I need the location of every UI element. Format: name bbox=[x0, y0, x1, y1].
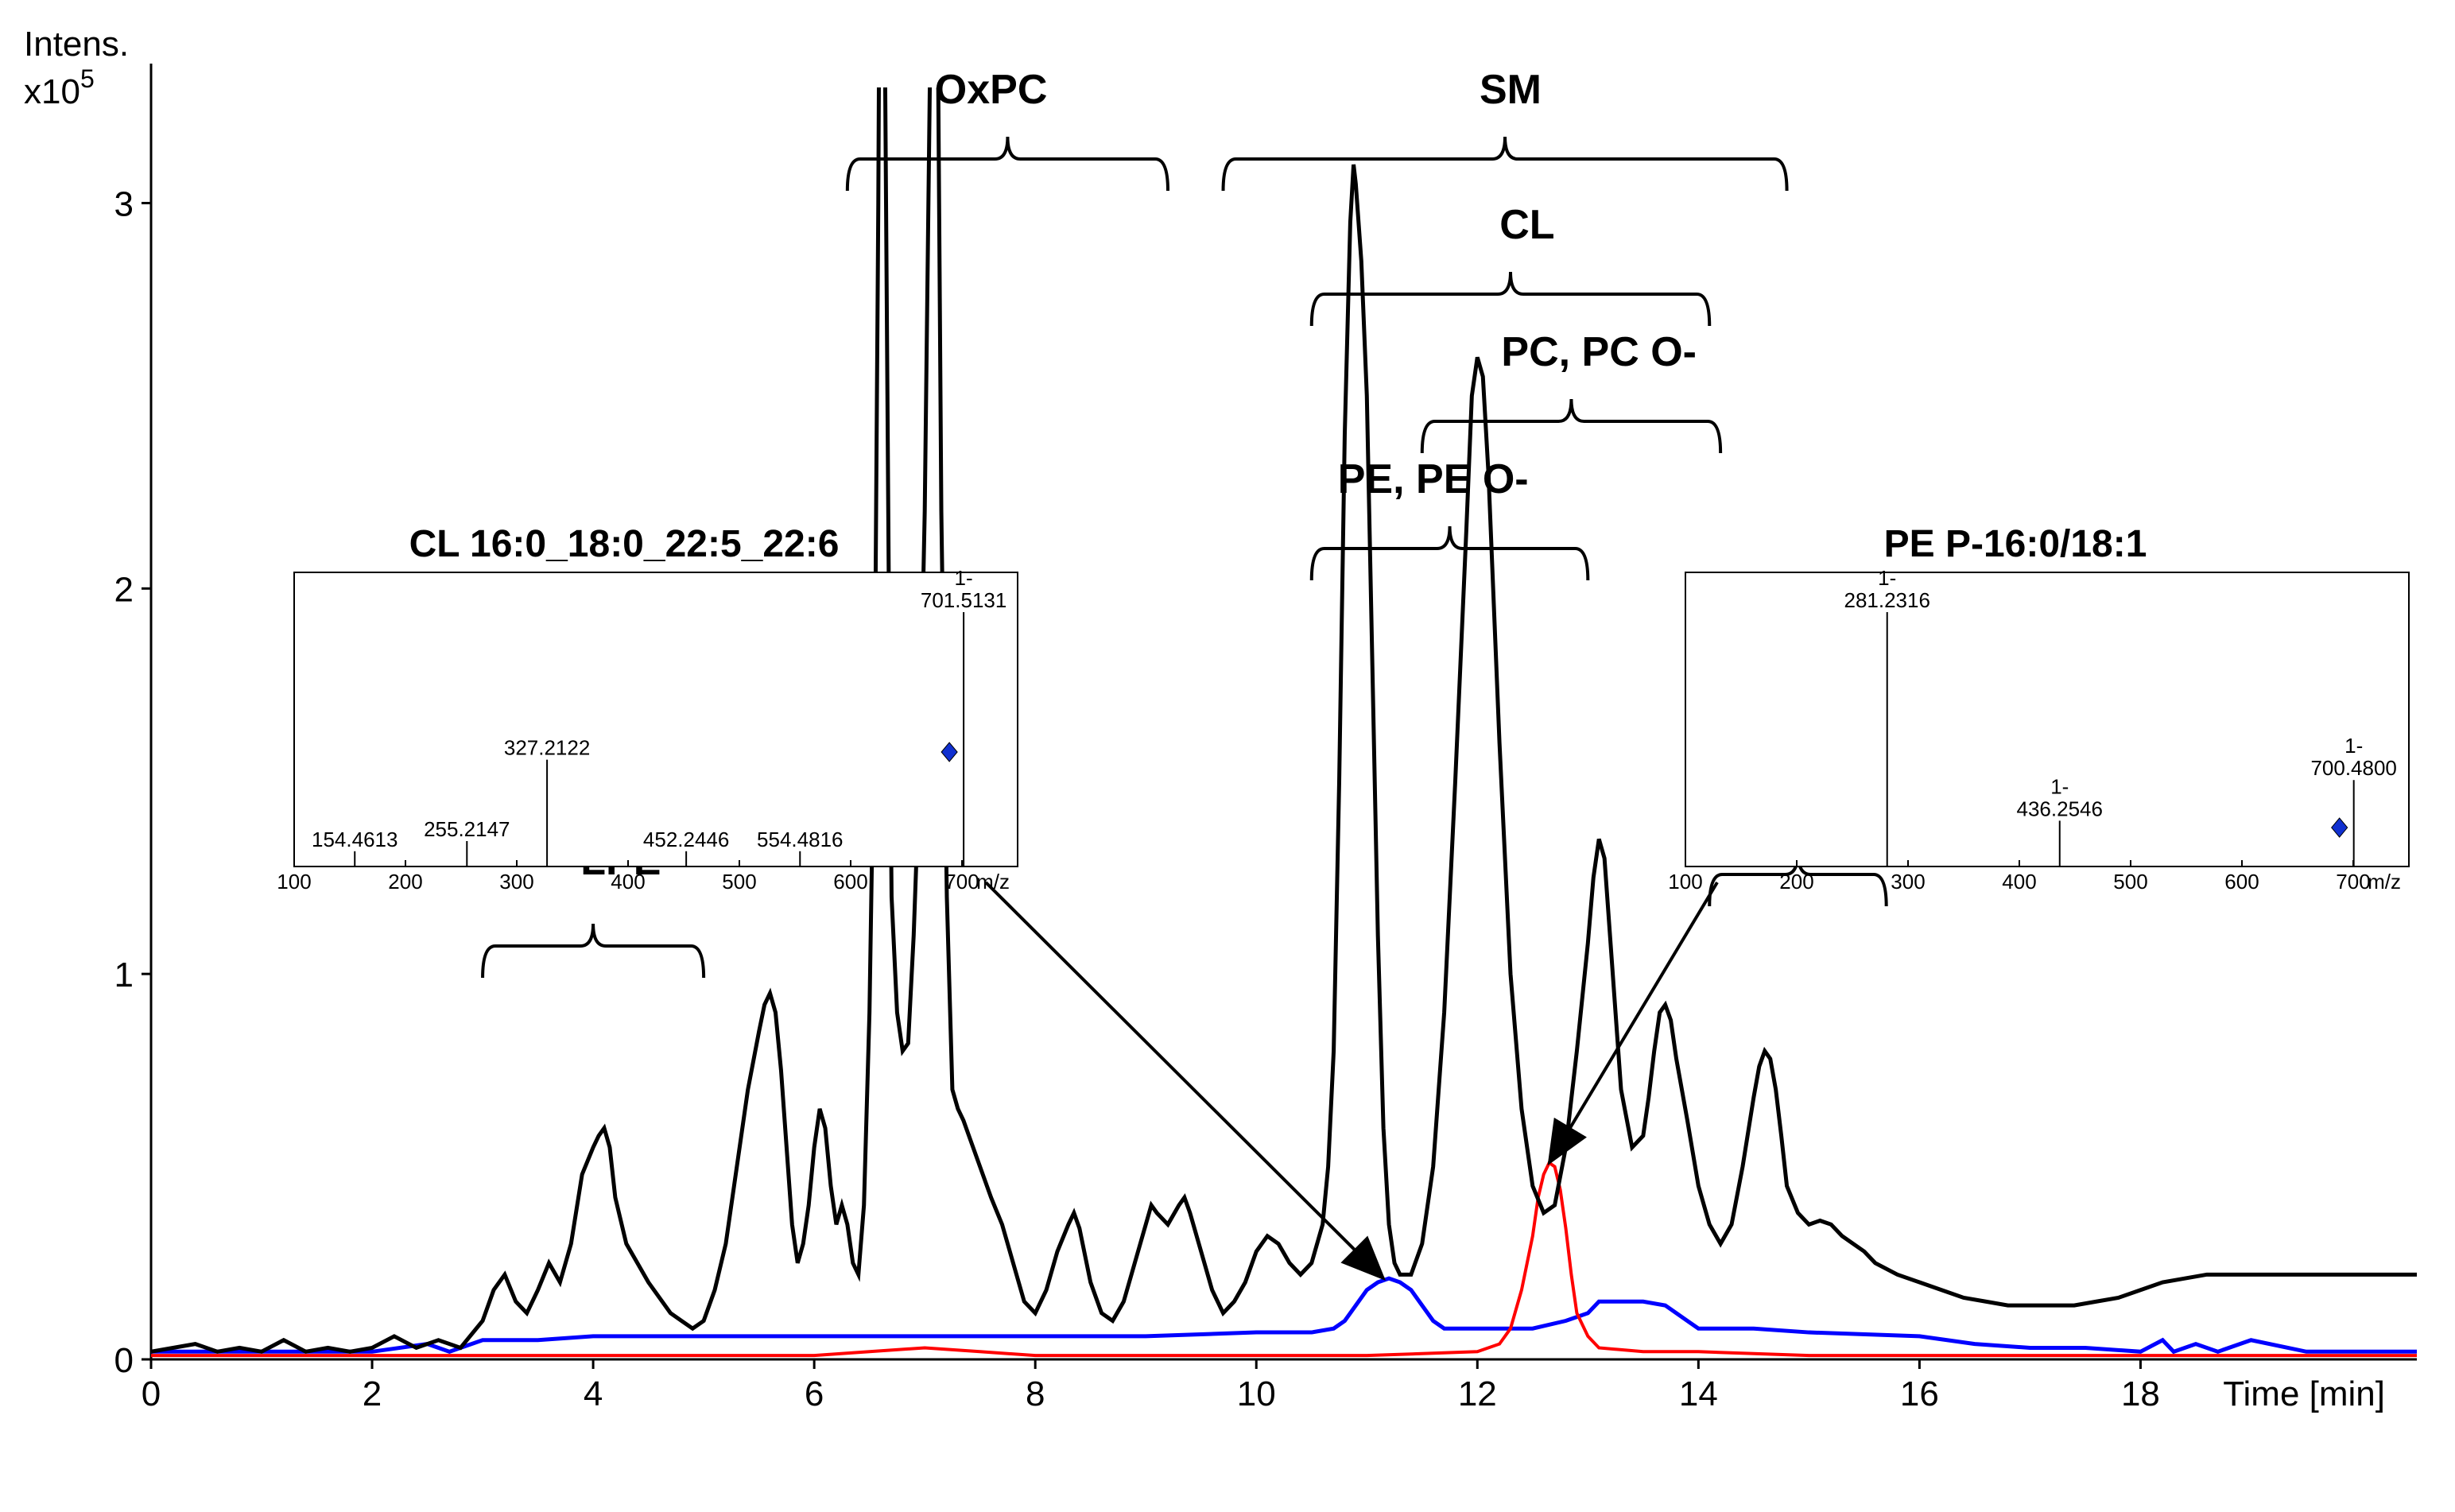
inset-left-peak-label: 554.4816 bbox=[757, 828, 843, 851]
y-axis-title-1: Intens. bbox=[24, 25, 129, 64]
x-tick-label: 18 bbox=[2121, 1374, 2160, 1413]
x-tick-label: 16 bbox=[1900, 1374, 1939, 1413]
x-tick-label: 4 bbox=[584, 1374, 603, 1413]
inset-left-xtick-label: 500 bbox=[722, 870, 756, 894]
y-tick-label: 3 bbox=[114, 184, 134, 223]
chart-svg: 0123Intens.x105024681012141618Time [min]… bbox=[0, 0, 2455, 1512]
inset-left-peak-label: 452.2446 bbox=[643, 828, 729, 851]
inset-right-xtick-label: 500 bbox=[2113, 870, 2147, 894]
x-tick-label: 14 bbox=[1679, 1374, 1718, 1413]
label-CL: CL bbox=[1499, 202, 1554, 248]
y-tick-label: 1 bbox=[114, 956, 134, 994]
x-tick-label: 0 bbox=[142, 1374, 161, 1413]
inset-left-xtick-label: 200 bbox=[388, 870, 422, 894]
x-axis-title: Time [min] bbox=[2223, 1374, 2385, 1413]
inset-right-peak-top: 1- bbox=[2344, 734, 2363, 758]
x-tick-label: 10 bbox=[1237, 1374, 1276, 1413]
inset-left-xtick-label: 400 bbox=[611, 870, 645, 894]
label-OxPC: OxPC bbox=[935, 67, 1048, 113]
inset-right-xtick-label: 600 bbox=[2224, 870, 2259, 894]
inset-right-xaxis-label: m/z bbox=[2368, 870, 2401, 894]
inset-right-frame bbox=[1685, 572, 2409, 866]
inset-left-xtick-label: 700 bbox=[944, 870, 979, 894]
inset-right-xtick-label: 200 bbox=[1779, 870, 1813, 894]
inset-right-xtick-label: 400 bbox=[2002, 870, 2036, 894]
x-tick-label: 2 bbox=[363, 1374, 382, 1413]
inset-left-title: CL 16:0_18:0_22:5_22:6 bbox=[409, 523, 840, 565]
inset-left-xtick-label: 100 bbox=[277, 870, 311, 894]
inset-left-peak-label: 154.4613 bbox=[312, 828, 398, 851]
label-SM: SM bbox=[1480, 67, 1542, 113]
inset-left-xtick-label: 300 bbox=[499, 870, 533, 894]
x-tick-label: 12 bbox=[1458, 1374, 1497, 1413]
x-tick-label: 8 bbox=[1026, 1374, 1045, 1413]
label-PE: PE, PE O- bbox=[1338, 456, 1529, 502]
inset-right-xtick-label: 100 bbox=[1668, 870, 1702, 894]
label-PC: PC, PC O- bbox=[1501, 329, 1697, 375]
inset-left-frame bbox=[294, 572, 1018, 866]
inset-right-peak-label: 436.2546 bbox=[2017, 797, 2103, 820]
inset-left-peak-label: 701.5131 bbox=[921, 588, 1006, 612]
inset-right-title: PE P-16:0/18:1 bbox=[1884, 523, 2147, 565]
x-tick-label: 6 bbox=[805, 1374, 824, 1413]
inset-left-peak-label: 327.2122 bbox=[504, 736, 590, 760]
inset-left-peak-top: 1- bbox=[955, 566, 973, 590]
inset-right-xtick-label: 700 bbox=[2336, 870, 2370, 894]
y-tick-label: 0 bbox=[114, 1341, 134, 1380]
y-tick-label: 2 bbox=[114, 570, 134, 609]
inset-right-xtick-label: 300 bbox=[1891, 870, 1925, 894]
inset-left-xtick-label: 600 bbox=[833, 870, 867, 894]
inset-left-peak-label: 255.2147 bbox=[424, 817, 510, 841]
inset-right-peak-label: 700.4800 bbox=[2310, 756, 2396, 780]
inset-right-peak-top: 1- bbox=[1878, 566, 1896, 590]
inset-right-peak-label: 281.2316 bbox=[1844, 588, 1929, 612]
inset-right-peak-top: 1- bbox=[2050, 774, 2069, 798]
chromatogram-figure: 0123Intens.x105024681012141618Time [min]… bbox=[0, 0, 2455, 1512]
